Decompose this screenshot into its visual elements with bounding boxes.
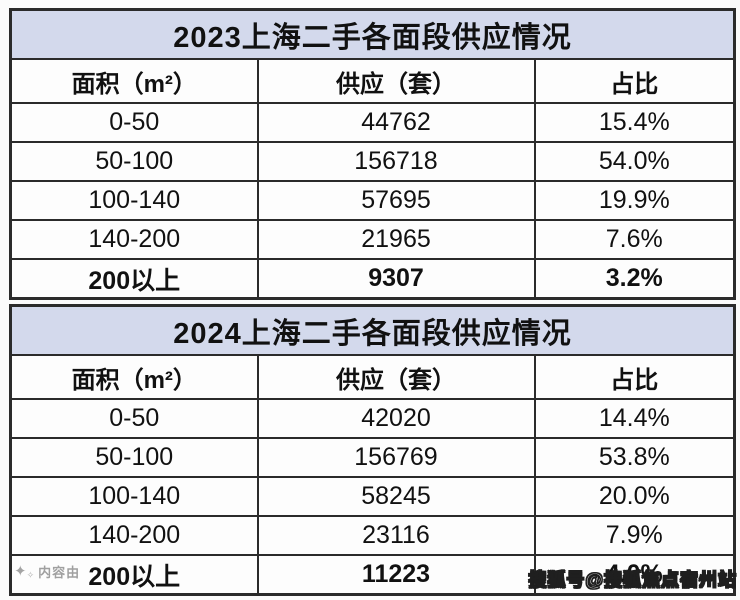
content-watermark: ✦ ✧ 内容由	[14, 562, 80, 581]
column-header-supply: 供应（套）	[256, 354, 536, 400]
cell-area-segment: 140-200	[9, 219, 259, 260]
cell-area-segment: 0-50	[9, 102, 259, 143]
column-header-share: 占比	[533, 354, 736, 400]
cell-share-pct: 14.4%	[533, 398, 736, 439]
table-row: 100-140 58245 20.0%	[9, 476, 736, 517]
table-row: 0-50 42020 14.4%	[9, 398, 736, 439]
table-title-2023: 2023上海二手各面段供应情况	[9, 8, 736, 60]
sparkle-icon: ✦	[14, 563, 28, 580]
cell-supply-units: 156718	[256, 141, 536, 182]
table-title-2024: 2024上海二手各面段供应情况	[9, 304, 736, 356]
cell-area-segment: 0-50	[9, 398, 259, 439]
table-row-total-segment: 200以上 9307 3.2%	[9, 258, 736, 300]
table-row-total-segment: 200以上 11223 4.0%	[9, 554, 736, 596]
table-row: 100-140 57695 19.9%	[9, 180, 736, 221]
tables-container: 2023上海二手各面段供应情况 面积（m²） 供应（套） 占比 0-50 447…	[9, 8, 737, 596]
cell-supply-units: 21965	[256, 219, 536, 260]
supply-table-2023: 2023上海二手各面段供应情况 面积（m²） 供应（套） 占比 0-50 447…	[9, 8, 737, 300]
table-row: 50-100 156718 54.0%	[9, 141, 736, 182]
table-title-text: 2024上海二手各面段供应情况	[173, 317, 572, 350]
supply-table-2024: 2024上海二手各面段供应情况 面积（m²） 供应（套） 占比 0-50 420…	[9, 304, 737, 596]
column-header-share: 占比	[533, 58, 736, 104]
sohu-account-watermark: 搜狐号@搜狐焦点宿州站	[528, 570, 737, 591]
table-row: 50-100 156769 53.8%	[9, 437, 736, 478]
table-row: 140-200 21965 7.6%	[9, 219, 736, 260]
cell-supply-units: 44762	[256, 102, 536, 143]
cell-supply-units: 23116	[256, 515, 536, 556]
cell-area-segment: 50-100	[9, 437, 259, 478]
table-title-row: 2024上海二手各面段供应情况	[9, 304, 736, 356]
cell-area-segment: 100-140	[9, 180, 259, 221]
table-row: 0-50 44762 15.4%	[9, 102, 736, 143]
column-header-area: 面积（m²）	[9, 58, 259, 104]
cell-share-pct: 3.2%	[533, 258, 736, 300]
cell-share-pct: 15.4%	[533, 102, 736, 143]
cell-supply-units: 9307	[256, 258, 536, 300]
cell-area-segment: 100-140	[9, 476, 259, 517]
cell-supply-units: 156769	[256, 437, 536, 478]
cell-area-segment: 200以上	[9, 554, 259, 596]
cell-share-pct: 54.0%	[533, 141, 736, 182]
cell-supply-units: 58245	[256, 476, 536, 517]
column-header-area: 面积（m²）	[9, 354, 259, 400]
column-header-supply: 供应（套）	[256, 58, 536, 104]
content-watermark-text: 内容由	[38, 565, 81, 580]
cell-share-pct: 53.8%	[533, 437, 736, 478]
cell-area-segment: 50-100	[9, 141, 259, 182]
cell-supply-units: 42020	[256, 398, 536, 439]
cell-area-segment: 140-200	[9, 515, 259, 556]
sparkle-small-icon: ✧	[26, 570, 36, 580]
table-row: 140-200 23116 7.9%	[9, 515, 736, 556]
cell-share-pct: 4.0%	[533, 554, 736, 596]
table-title-row: 2023上海二手各面段供应情况	[9, 8, 736, 60]
cell-supply-units: 57695	[256, 180, 536, 221]
cell-supply-units: 11223	[256, 554, 536, 596]
table-title-text: 2023上海二手各面段供应情况	[173, 21, 572, 54]
cell-share-pct: 7.6%	[533, 219, 736, 260]
cell-share-pct: 20.0%	[533, 476, 736, 517]
cell-area-segment: 200以上	[9, 258, 259, 300]
cell-share-pct: 7.9%	[533, 515, 736, 556]
table-header-row: 面积（m²） 供应（套） 占比	[9, 58, 736, 104]
cell-share-pct: 19.9%	[533, 180, 736, 221]
table-header-row: 面积（m²） 供应（套） 占比	[9, 354, 736, 400]
